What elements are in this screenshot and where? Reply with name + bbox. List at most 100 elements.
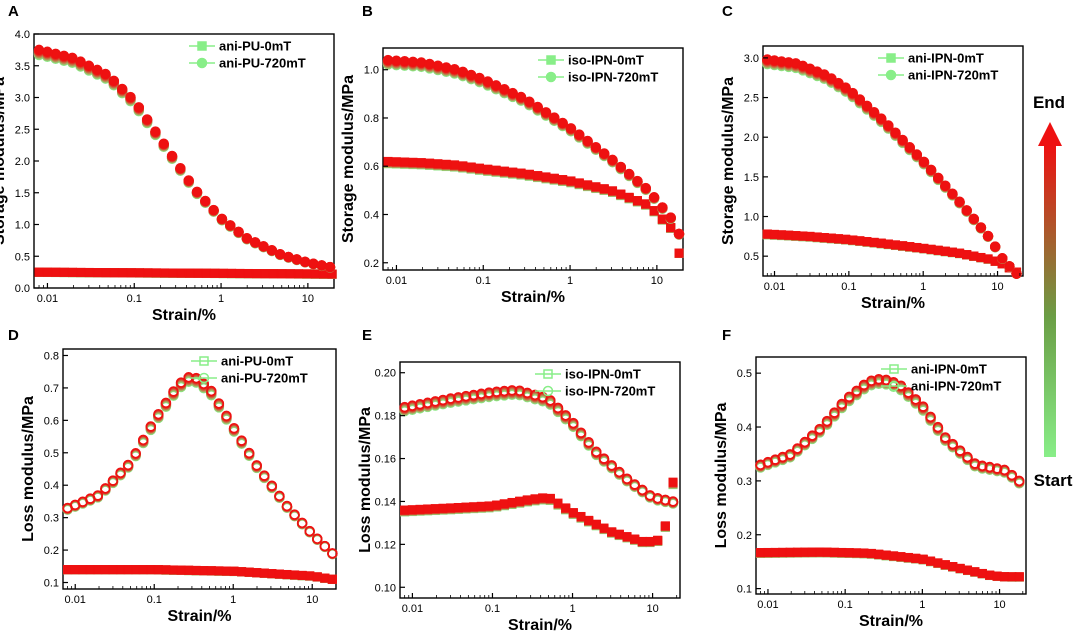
data-point (851, 385, 862, 397)
data-point (383, 156, 393, 166)
data-point (430, 504, 440, 514)
data-point (1011, 268, 1022, 279)
legend-label: iso-IPN-0mT (568, 53, 644, 68)
y-tick-label: 1.0 (364, 65, 379, 77)
data-point (441, 159, 451, 169)
colorbar-gradient-bar (1044, 145, 1056, 457)
data-point (115, 467, 126, 478)
legend-label: iso-IPN-0mT (565, 367, 641, 382)
x-tick-label: 1 (920, 281, 926, 293)
data-point (76, 267, 86, 277)
x-axis-label: Strain/% (508, 617, 572, 634)
data-point (632, 196, 642, 206)
data-point (861, 100, 873, 112)
data-point (327, 574, 337, 584)
series-ani-IPN-0mT (762, 229, 1022, 277)
data-point (235, 268, 245, 278)
data-point (599, 148, 610, 159)
data-point (208, 204, 219, 216)
y-tick-label: 0.3 (44, 513, 59, 525)
x-axis-label: Strain/% (859, 613, 923, 630)
data-point (530, 494, 540, 504)
data-point (673, 228, 685, 240)
data-point (607, 154, 618, 166)
x-tick-label: 10 (646, 603, 658, 615)
data-point (466, 162, 476, 172)
legend-marker-circle (198, 372, 210, 384)
data-point (92, 490, 104, 501)
data-point (807, 547, 817, 557)
data-point (449, 63, 460, 75)
data-point (423, 504, 433, 514)
data-point (274, 249, 286, 260)
series-iso-IPN-0mT (400, 477, 678, 548)
x-axis-label: Strain/% (861, 295, 925, 312)
data-point (250, 237, 261, 248)
data-point (391, 157, 401, 167)
data-point (962, 451, 973, 463)
data-point (553, 498, 563, 508)
plot-frame (382, 47, 684, 271)
data-point (430, 396, 441, 407)
data-point (160, 268, 170, 278)
data-point (184, 565, 194, 575)
y-tick-label: 0.1 (44, 578, 59, 590)
data-point (33, 44, 45, 56)
data-point (507, 497, 517, 507)
data-point (58, 50, 70, 61)
data-point (274, 490, 285, 502)
data-point (130, 448, 141, 459)
data-point (549, 112, 560, 123)
legend-marker-square (199, 356, 209, 366)
data-point (641, 199, 651, 209)
x-tick-label: 0.1 (485, 603, 500, 615)
data-point (453, 392, 464, 403)
data-point (432, 60, 444, 71)
data-point (469, 502, 479, 512)
data-point (100, 565, 110, 575)
y-tick-label: 0.2 (737, 530, 752, 542)
data-point (277, 269, 287, 279)
data-point (657, 202, 668, 213)
legend: ani-IPN-0mT ani-IPN-720mT (881, 362, 1001, 394)
data-point (161, 565, 171, 575)
y-axis-label: Storage modulus/MPa (720, 77, 737, 245)
data-point (991, 463, 1003, 474)
data-point (200, 195, 211, 207)
data-point (67, 52, 78, 64)
data-point (880, 374, 892, 386)
data-point (92, 64, 103, 76)
y-tick-label: 0.5 (737, 368, 752, 380)
data-point (1006, 469, 1018, 481)
data-point (193, 268, 203, 278)
legend-label: ani-IPN-0mT (908, 51, 984, 66)
data-point (425, 158, 435, 168)
y-tick-label: 0.16 (375, 454, 396, 466)
data-point (221, 566, 231, 576)
data-point (198, 378, 209, 389)
data-point (591, 519, 601, 529)
data-point (532, 101, 543, 113)
x-tick-label: 1 (919, 599, 925, 611)
data-point (206, 385, 217, 397)
data-point (168, 268, 178, 278)
data-point (624, 192, 634, 202)
data-point (422, 397, 433, 408)
data-point (407, 400, 418, 411)
data-point (821, 415, 833, 427)
data-point (281, 500, 293, 512)
data-point (63, 565, 73, 575)
data-point (259, 470, 270, 481)
data-point (416, 158, 426, 168)
panels-group: A 0.01 0.1 1 10 0.0 0.5 1.0 1.5 2.0 2.5 3.0 3.5 4.0 St… (0, 3, 1027, 634)
x-tick-label: 10 (302, 293, 314, 305)
data-point (258, 241, 269, 252)
plot-frame (33, 33, 335, 289)
data-point (218, 268, 228, 278)
data-point (474, 72, 485, 84)
data-point (1014, 572, 1024, 582)
data-point (320, 573, 330, 583)
data-point (260, 269, 270, 279)
data-point (183, 175, 194, 186)
data-point (294, 269, 304, 279)
